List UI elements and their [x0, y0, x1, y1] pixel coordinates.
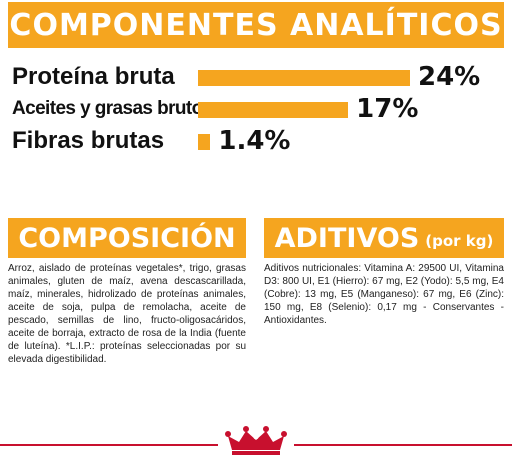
analytical-bar-chart: Proteína bruta 24% Aceites y grasas brut…: [0, 56, 512, 166]
category-label: Aceites y grasas brutos: [12, 98, 213, 119]
composition-title: COMPOSICIÓN: [18, 222, 236, 254]
value-label: 1.4%: [218, 126, 291, 156]
banner-title: COMPONENTES ANALÍTICOS: [9, 7, 503, 43]
composition-header: COMPOSICIÓN: [8, 218, 246, 258]
value-label: 24%: [418, 62, 481, 92]
bar-fat: [198, 102, 349, 118]
additives-header: ADITIVOS (por kg): [264, 218, 504, 258]
bar-protein: [198, 70, 410, 86]
additives-title: ADITIVOS: [274, 222, 420, 254]
additives-text: Aditivos nutricionales: Vitamina A: 2950…: [264, 263, 504, 326]
footer-line-right: [294, 444, 512, 446]
value-label: 17%: [356, 94, 419, 124]
chart-row-protein: Proteína bruta 24%: [0, 60, 512, 94]
chart-row-fat: Aceites y grasas brutos 17%: [0, 92, 512, 126]
composition-text: Arroz, aislado de proteínas vegetales*, …: [8, 263, 246, 365]
category-label: Proteína bruta: [12, 63, 175, 90]
chart-row-fiber: Fibras brutas 1.4%: [0, 124, 512, 158]
title-banner: COMPONENTES ANALÍTICOS: [8, 2, 504, 48]
footer-line-left: [0, 444, 218, 446]
royal-canin-crown-icon: [225, 426, 287, 455]
additives-subtitle: (por kg): [425, 232, 494, 250]
category-label: Fibras brutas: [12, 127, 165, 154]
bar-fiber: [198, 134, 211, 150]
